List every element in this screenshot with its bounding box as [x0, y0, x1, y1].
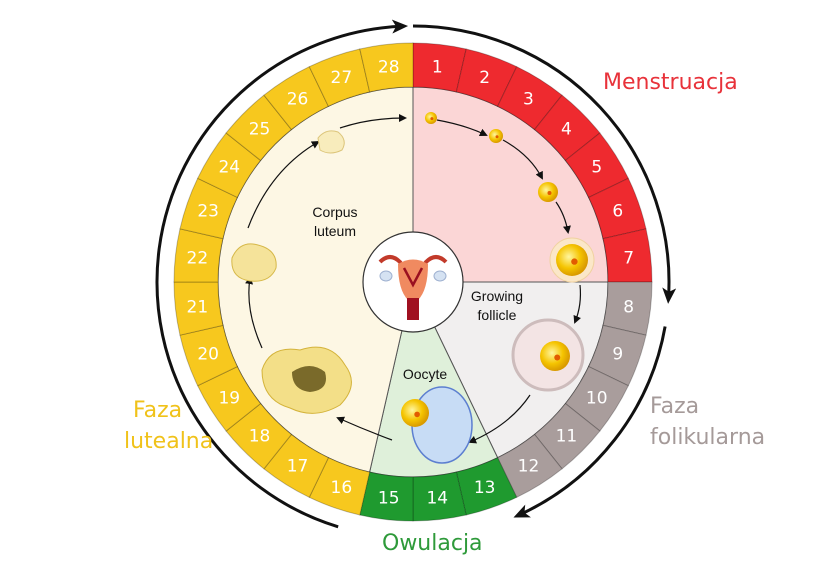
day-number-27: 27	[331, 68, 353, 88]
label-faza-lutealna-1: Faza	[133, 398, 183, 423]
day-segment-4	[533, 94, 601, 162]
day-number-24: 24	[218, 158, 240, 178]
day-segment-9	[588, 324, 647, 387]
corpus-arrow-1	[336, 416, 393, 441]
label-oocyte: Oocyte	[402, 366, 448, 382]
follicle-stage-4	[556, 244, 588, 276]
cycle-arrow-left	[155, 19, 409, 529]
day-number-14: 14	[426, 489, 448, 509]
day-segment-6	[588, 177, 647, 240]
day-number-19: 19	[218, 388, 240, 408]
day-segment-11	[533, 402, 601, 470]
day-number-21: 21	[187, 297, 209, 317]
label-growing-follicle-1: Growing	[470, 288, 524, 304]
day-segment-25	[225, 94, 293, 162]
day-number-2: 2	[479, 68, 490, 88]
cycle-arrow-bottom-right	[513, 326, 667, 518]
day-number-6: 6	[612, 201, 623, 221]
day-number-9: 9	[612, 345, 623, 365]
day-number-28: 28	[378, 57, 400, 77]
day-number-5: 5	[591, 158, 602, 178]
corpus-arrow-4	[339, 114, 407, 129]
label-faza-folikularna-1: Faza	[650, 394, 700, 419]
follicle-stage-3	[538, 182, 558, 202]
day-number-22: 22	[187, 249, 209, 269]
day-number-17: 17	[287, 457, 309, 477]
oocyte-nucleus	[401, 399, 429, 427]
day-segment-8	[602, 281, 653, 336]
cycle-arrow-top-right	[412, 24, 677, 304]
label-menstruacja: Menstruacja	[603, 70, 738, 95]
day-segment-23	[179, 177, 238, 240]
day-number-1: 1	[432, 57, 443, 77]
day-number-11: 11	[556, 426, 578, 446]
label-faza-lutealna-2: lutealna	[124, 429, 214, 454]
day-number-18: 18	[249, 426, 271, 446]
label-corpus-luteum-1: Corpus	[312, 204, 358, 220]
corpus-arrow-3	[247, 140, 320, 229]
label-growing-follicle-2: follicle	[477, 307, 517, 323]
day-number-4: 4	[561, 120, 572, 140]
day-segment-2	[455, 48, 518, 107]
day-number-16: 16	[331, 478, 353, 498]
day-number-7: 7	[623, 249, 634, 269]
follicle-stage-2	[489, 129, 503, 143]
corpus-luteum-medium	[231, 243, 277, 282]
day-segment-18	[225, 402, 293, 470]
follicle-arrow-3	[555, 201, 571, 234]
day-number-26: 26	[287, 89, 309, 109]
follicle-arrow-1	[436, 119, 488, 137]
label-owulacja: Owulacja	[382, 531, 483, 556]
day-number-23: 23	[197, 201, 219, 221]
label-corpus-luteum-2: luteum	[313, 223, 357, 239]
follicle-stage-1	[425, 112, 437, 124]
follicle-arrow-5	[468, 394, 531, 444]
day-segment-1	[412, 42, 467, 93]
day-number-8: 8	[623, 297, 634, 317]
day-number-12: 12	[518, 457, 540, 477]
day-number-20: 20	[197, 345, 219, 365]
day-number-13: 13	[474, 478, 496, 498]
day-number-3: 3	[523, 89, 534, 109]
follicle-stage-5	[540, 341, 570, 371]
follicle-arrow-2	[502, 139, 543, 180]
day-segment-15	[359, 471, 414, 522]
corpus-luteum-small	[317, 130, 345, 154]
uterus-icon	[362, 231, 464, 333]
label-faza-folikularna-2: folikularna	[650, 425, 766, 450]
follicle-arrow-4	[573, 284, 582, 324]
day-segment-28	[359, 42, 414, 93]
day-number-10: 10	[586, 388, 608, 408]
day-segment-16	[308, 457, 371, 516]
corpus-arrow-2	[245, 276, 263, 349]
day-number-25: 25	[249, 120, 271, 140]
day-number-15: 15	[378, 489, 400, 509]
phase-sector-menstruacja	[412, 86, 609, 283]
corpus-luteum-core	[292, 366, 326, 392]
